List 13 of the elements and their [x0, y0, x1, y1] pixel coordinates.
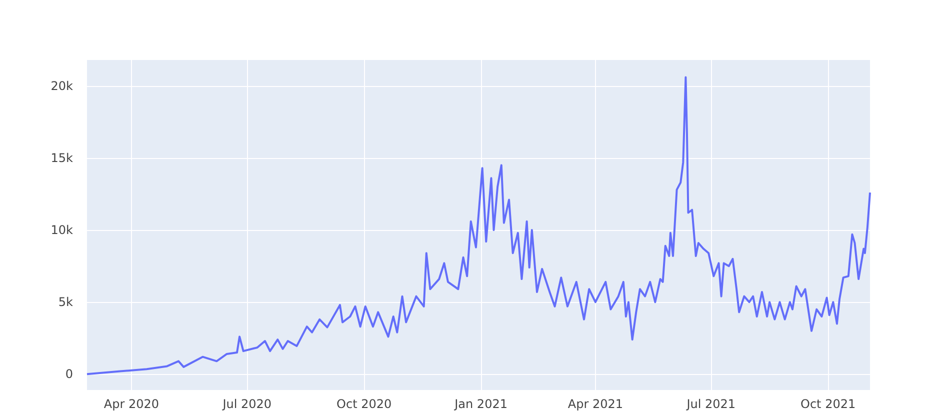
- x-tick-label: Jul 2021: [686, 397, 736, 411]
- line-series: [86, 76, 871, 376]
- y-tick-label: 20k: [50, 78, 74, 93]
- x-tick-label: Oct 2021: [800, 397, 856, 411]
- y-tick-label: 0: [65, 367, 73, 382]
- x-tick-label: Apr 2020: [104, 397, 160, 411]
- y-tick-label: 15k: [50, 150, 74, 165]
- x-tick-label: Apr 2021: [568, 397, 624, 411]
- y-tick-label: 10k: [50, 223, 74, 238]
- y-tick-label: 5k: [58, 295, 74, 310]
- x-tick-label: Jan 2021: [454, 397, 508, 411]
- x-tick-label: Oct 2020: [336, 397, 392, 411]
- x-tick-label: Jul 2020: [222, 397, 272, 411]
